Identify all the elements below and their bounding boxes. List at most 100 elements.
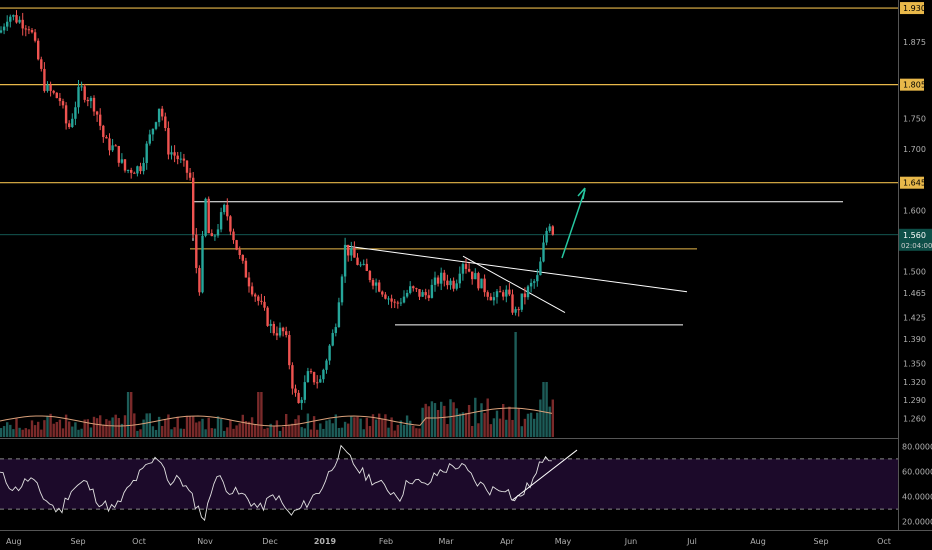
volume-bar — [247, 421, 251, 437]
projection-arrow-line — [561, 189, 586, 259]
candle-body — [61, 101, 65, 106]
volume-bar — [291, 423, 294, 437]
candle-body — [492, 297, 496, 301]
volume-bar — [474, 397, 477, 437]
volume-bar — [40, 429, 43, 437]
volume-bar — [430, 401, 434, 437]
candle-body — [250, 286, 254, 295]
volume-bar — [381, 418, 384, 437]
candle-body — [80, 86, 83, 88]
volume-bar — [52, 423, 55, 437]
candle-body — [269, 323, 272, 326]
volume-bar — [257, 392, 260, 437]
volume-bar — [86, 419, 89, 437]
candle-body — [213, 235, 217, 237]
candle-body — [319, 379, 322, 383]
price-tick-label: 1.700 — [903, 145, 926, 154]
volume-bar — [130, 392, 133, 437]
candle-body — [303, 382, 306, 400]
candle-body — [272, 323, 275, 334]
candle-body — [219, 212, 223, 230]
price-tick-label: 1.600 — [903, 206, 926, 215]
volume-bar — [461, 412, 465, 437]
volume-bar — [198, 421, 201, 437]
candle-body — [151, 128, 155, 135]
candle-body — [232, 231, 235, 241]
level-price-badge-label: 1.805 — [903, 81, 926, 90]
candle-body — [24, 28, 27, 30]
volume-bar — [536, 412, 539, 437]
candle-body — [502, 292, 505, 297]
volume-bar — [157, 416, 161, 437]
volume-bar — [378, 413, 381, 437]
candle-body — [92, 97, 96, 112]
volume-bar — [365, 417, 368, 437]
volume-bar — [548, 406, 551, 437]
volume-bar — [480, 403, 483, 437]
candle-body — [89, 97, 93, 102]
volume-bar — [0, 427, 3, 437]
volume-bar — [216, 416, 220, 437]
volume-bar — [520, 426, 523, 437]
volume-bar — [92, 416, 96, 437]
candle-body — [347, 244, 350, 256]
volume-bar — [467, 404, 471, 437]
volume-bar — [486, 398, 489, 437]
rsi-line — [0, 444, 552, 522]
candle-body — [195, 234, 198, 269]
candle-body — [40, 59, 43, 69]
volume-bar — [266, 427, 269, 437]
volume-bar — [213, 428, 217, 437]
volume-bar — [219, 418, 223, 437]
time-tick-label: May — [555, 537, 572, 546]
candle-body — [322, 369, 325, 380]
candle-body — [33, 32, 37, 41]
candle-body — [102, 125, 105, 138]
candle-body — [145, 143, 148, 163]
volume-bar — [508, 406, 511, 437]
volume-bar — [275, 420, 279, 437]
candle-body — [77, 86, 80, 108]
level-price-badge — [900, 2, 924, 15]
volume-bar — [356, 416, 359, 437]
candle-body — [387, 298, 390, 300]
candle-body — [83, 86, 86, 100]
rsi-tick-label: 80.0000 — [902, 442, 932, 451]
price-tick-label: 1.500 — [903, 268, 926, 277]
level-price-badge-label: 1.930 — [903, 4, 926, 13]
candle-body — [505, 289, 508, 297]
volume-bar — [108, 420, 111, 437]
candle-body — [353, 248, 356, 258]
candle-body — [185, 160, 189, 173]
volume-bar — [12, 429, 15, 437]
volume-bar — [396, 424, 399, 437]
volume-bar — [105, 419, 108, 437]
candle-body — [133, 172, 136, 174]
candle-body — [130, 169, 133, 173]
candle-body — [6, 21, 9, 27]
candle-body — [254, 294, 257, 297]
candle-body — [396, 302, 399, 304]
price-tick-label: 1.290 — [903, 396, 926, 405]
volume-bar — [18, 427, 21, 437]
candle-body — [37, 40, 40, 60]
volume-bar — [136, 430, 139, 437]
candle-body — [9, 16, 12, 22]
time-tick-label: Feb — [379, 537, 393, 546]
volume-bar — [117, 418, 120, 437]
volume-bar — [170, 429, 173, 437]
candle-body — [204, 198, 207, 236]
candle-body — [12, 15, 15, 17]
volume-bar — [37, 421, 40, 437]
volume-bar — [412, 425, 415, 437]
candle-body — [192, 177, 195, 235]
volume-bar — [452, 402, 455, 437]
candle-body — [297, 392, 300, 404]
volume-bar — [458, 413, 461, 437]
time-tick-label: Apr — [500, 537, 515, 546]
volume-bar — [390, 417, 393, 437]
candle-body — [480, 278, 483, 289]
candle-body — [223, 204, 226, 213]
level-price-badge-label: 1.645 — [903, 179, 926, 188]
